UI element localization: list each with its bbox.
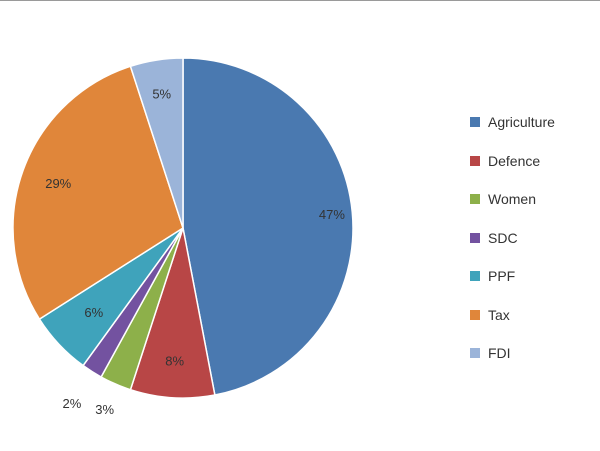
legend-item-ppf: PPF xyxy=(470,257,555,296)
legend-swatch-fdi xyxy=(470,348,480,359)
legend-label-sdc: SDC xyxy=(488,229,518,246)
pie-label-sdc: 2% xyxy=(62,396,81,411)
pie-labels: 47% 8% 3% 2% 6% 29% 5% xyxy=(45,87,345,417)
pie-label-tax: 29% xyxy=(45,176,71,191)
legend-item-tax: Tax xyxy=(470,296,555,335)
legend-label-defence: Defence xyxy=(488,152,541,169)
legend-label-ppf: PPF xyxy=(488,268,516,285)
legend-label-fdi: FDI xyxy=(488,345,511,362)
legend-swatch-women xyxy=(470,194,480,205)
pie-slice-fdi xyxy=(129,57,184,229)
legend-swatch-defence xyxy=(470,155,480,166)
pie-slices xyxy=(12,57,354,399)
pie-slice-agriculture xyxy=(182,57,354,396)
legend-swatch-sdc xyxy=(470,232,480,243)
legend-item-sdc: SDC xyxy=(470,219,555,258)
legend-swatch-agriculture xyxy=(470,117,480,128)
pie-label-women: 3% xyxy=(95,402,114,417)
pie-label-ppf: 6% xyxy=(84,305,103,320)
legend-item-fdi: FDI xyxy=(470,334,555,373)
pie-label-fdi: 5% xyxy=(152,87,171,102)
legend-item-defence: Defence xyxy=(470,142,555,181)
pie-slice-tax xyxy=(12,65,184,321)
legend-item-agriculture: Agriculture xyxy=(470,103,555,142)
pie-label-defence: 8% xyxy=(165,353,184,368)
legend-item-women: Women xyxy=(470,180,555,219)
legend-label-women: Women xyxy=(488,191,536,208)
legend-label-agriculture: Agriculture xyxy=(488,114,555,131)
pie-label-agriculture: 47% xyxy=(319,207,345,222)
legend: Agriculture Defence Women SDC PPF Tax FDI xyxy=(470,103,555,373)
legend-swatch-tax xyxy=(470,309,480,320)
legend-label-tax: Tax xyxy=(488,306,510,323)
legend-swatch-ppf xyxy=(470,271,480,282)
